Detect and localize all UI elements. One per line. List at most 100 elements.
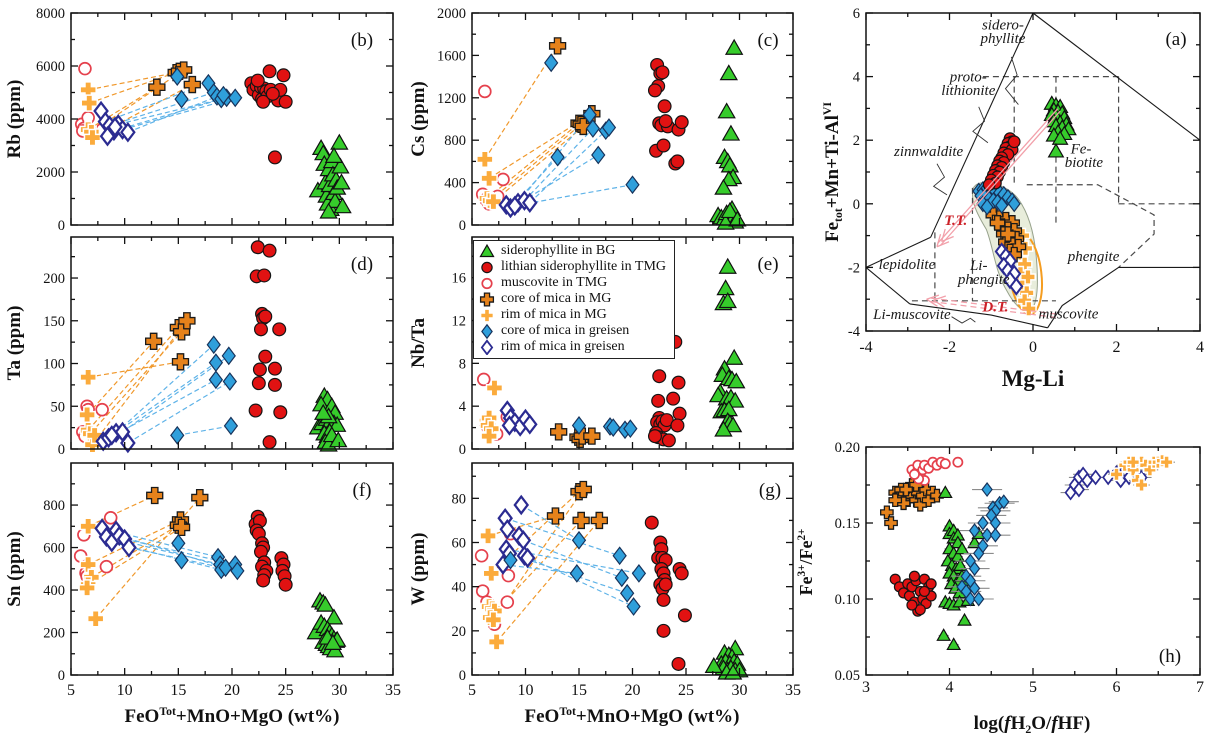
field-label: sidero-: [982, 18, 1024, 34]
y-tick-label: 2000: [36, 165, 65, 181]
x-tick-label: 25: [278, 682, 294, 699]
tmg_muscovite-marker-icon: [476, 372, 491, 387]
greisen_rim-marker-icon: [1089, 469, 1102, 486]
tmg_lithian-marker-icon: [661, 433, 676, 448]
y-tick-label: 50: [51, 399, 66, 415]
tmg_lithian-marker-icon: [656, 623, 671, 638]
x-tick-label: 3: [862, 679, 870, 696]
y-axis-label-a: Fetot+Mn+Ti-AlVI: [821, 102, 845, 242]
y-tick-label: 100: [43, 357, 65, 373]
tmg_muscovite-marker-icon: [939, 458, 951, 470]
y-tick-label: 0.15: [835, 516, 860, 532]
greisen_core-marker-icon: [619, 583, 635, 603]
bg-marker-icon: [716, 279, 735, 296]
greisen_rim-marker-icon: [1009, 277, 1024, 296]
panel-letter-e: (e): [757, 254, 778, 275]
y-tick-label: -4: [848, 324, 861, 340]
tmg_lithian-legend-marker-icon: [481, 261, 493, 274]
bg-marker-icon: [719, 64, 738, 81]
bg-marker-icon: [717, 102, 736, 119]
greisen_rim-marker-icon: [519, 547, 536, 569]
tmg_lithian-marker-icon: [656, 138, 671, 153]
tmg_lithian-marker-icon: [908, 570, 920, 582]
tmg_lithian-marker-icon: [647, 83, 662, 98]
greisen_core-legend-marker-icon: [481, 323, 493, 339]
bg-marker-icon: [714, 178, 733, 195]
bg-marker-icon: [714, 420, 733, 437]
greisen_core-marker-icon: [174, 550, 189, 570]
tmg_muscovite-marker-icon: [500, 595, 515, 609]
y-tick-label: 400: [43, 583, 65, 599]
series-mg_core: [985, 207, 1027, 263]
tmg_muscovite-marker-icon: [474, 548, 489, 563]
x-tick-label: 5: [1029, 679, 1037, 696]
y-tick-label: 16: [452, 271, 467, 287]
bg-marker-icon: [1051, 130, 1069, 145]
panel-letter-c: (c): [757, 30, 778, 51]
bg-marker-icon: [726, 391, 745, 408]
mg_rim-marker-icon: [83, 128, 102, 147]
field-label: muscovite: [1038, 306, 1098, 322]
y-tick-label: 200: [43, 271, 65, 287]
tmg_lithian-marker-icon: [1007, 135, 1021, 149]
greisen_core-marker-icon: [550, 147, 565, 167]
y-axis-label-b: Rb (ppm): [4, 80, 25, 159]
mg_core-marker-icon: [574, 480, 592, 499]
field-label: zinnwaldite: [893, 144, 964, 160]
greisen_rim-marker-icon: [506, 195, 523, 217]
greisen_core-marker-icon: [582, 105, 597, 125]
legend-item: rim of mica in greisen: [477, 339, 666, 355]
field-label: phyllite: [979, 31, 1025, 47]
mg_core-marker-icon: [175, 61, 193, 79]
bg-marker-icon: [333, 197, 352, 214]
bg-legend-marker-icon: [479, 243, 495, 258]
tmg_lithian-marker-icon: [253, 322, 268, 337]
greisen_core-marker-icon: [591, 145, 606, 165]
tmg_lithian-marker-icon: [278, 94, 293, 109]
series-greisen_rim: [93, 100, 136, 147]
y-tick-label: 2: [853, 133, 860, 149]
mg_core-marker-icon: [899, 482, 913, 497]
tmg_lithian-marker-icon: [655, 65, 670, 80]
series-greisen_core: [171, 533, 245, 581]
greisen_core-marker-icon: [973, 591, 985, 607]
series-greisen_rim: [994, 242, 1024, 296]
greisen_core-marker-icon: [1007, 195, 1021, 213]
greisen_rim-marker-icon: [103, 425, 120, 446]
bg-marker-icon: [316, 595, 335, 612]
tmg_lithian-marker-icon: [658, 114, 673, 129]
tmg_lithian-marker-icon: [651, 393, 666, 408]
tmg_muscovite-marker-icon: [95, 402, 109, 417]
mg_core-marker-icon: [548, 37, 567, 55]
bg-marker-icon: [330, 133, 349, 150]
y-tick-label: 1200: [437, 91, 466, 107]
y-tick-label: 0: [459, 218, 466, 234]
bg-marker-icon: [936, 628, 952, 641]
panel-g: 5 10 15 20 25 30 35 0 20 40 60 80 (g): [452, 462, 801, 699]
mg_rim-marker-icon: [1109, 467, 1124, 482]
tmg_muscovite-marker-icon: [99, 559, 114, 574]
greisen_rim-marker-icon: [99, 125, 116, 147]
mg_rim-legend-marker-icon: [479, 308, 495, 323]
tmg_lithian-marker-icon: [918, 585, 931, 597]
series-bg: [708, 257, 746, 437]
mg_rim-marker-icon: [79, 368, 97, 386]
legend-item: muscovite in TMG: [477, 275, 666, 291]
mg_core-marker-icon: [148, 78, 166, 96]
mg_rim-marker-icon: [480, 427, 498, 445]
tmg_lithian-marker-icon: [658, 577, 673, 592]
x-tick-label: 35: [385, 682, 401, 699]
tmg_lithian-marker-icon: [652, 369, 667, 384]
legend-item: rim of mica in MG: [477, 307, 666, 323]
greisen_core-marker-icon: [571, 416, 587, 435]
tmg_lithian-marker-icon: [267, 377, 282, 392]
mg_rim-marker-icon: [79, 517, 97, 536]
mg_rim-marker-icon: [80, 94, 98, 112]
tmg_lithian-marker-icon: [262, 243, 277, 258]
panel-d: 0 50 100 150 200 (d): [43, 236, 394, 458]
series-bg: [308, 386, 348, 452]
bg-marker-icon: [724, 348, 744, 365]
y-tick-label: 4000: [36, 112, 65, 128]
bg-marker-icon: [329, 431, 348, 448]
greisen_core-marker-icon: [206, 335, 221, 355]
